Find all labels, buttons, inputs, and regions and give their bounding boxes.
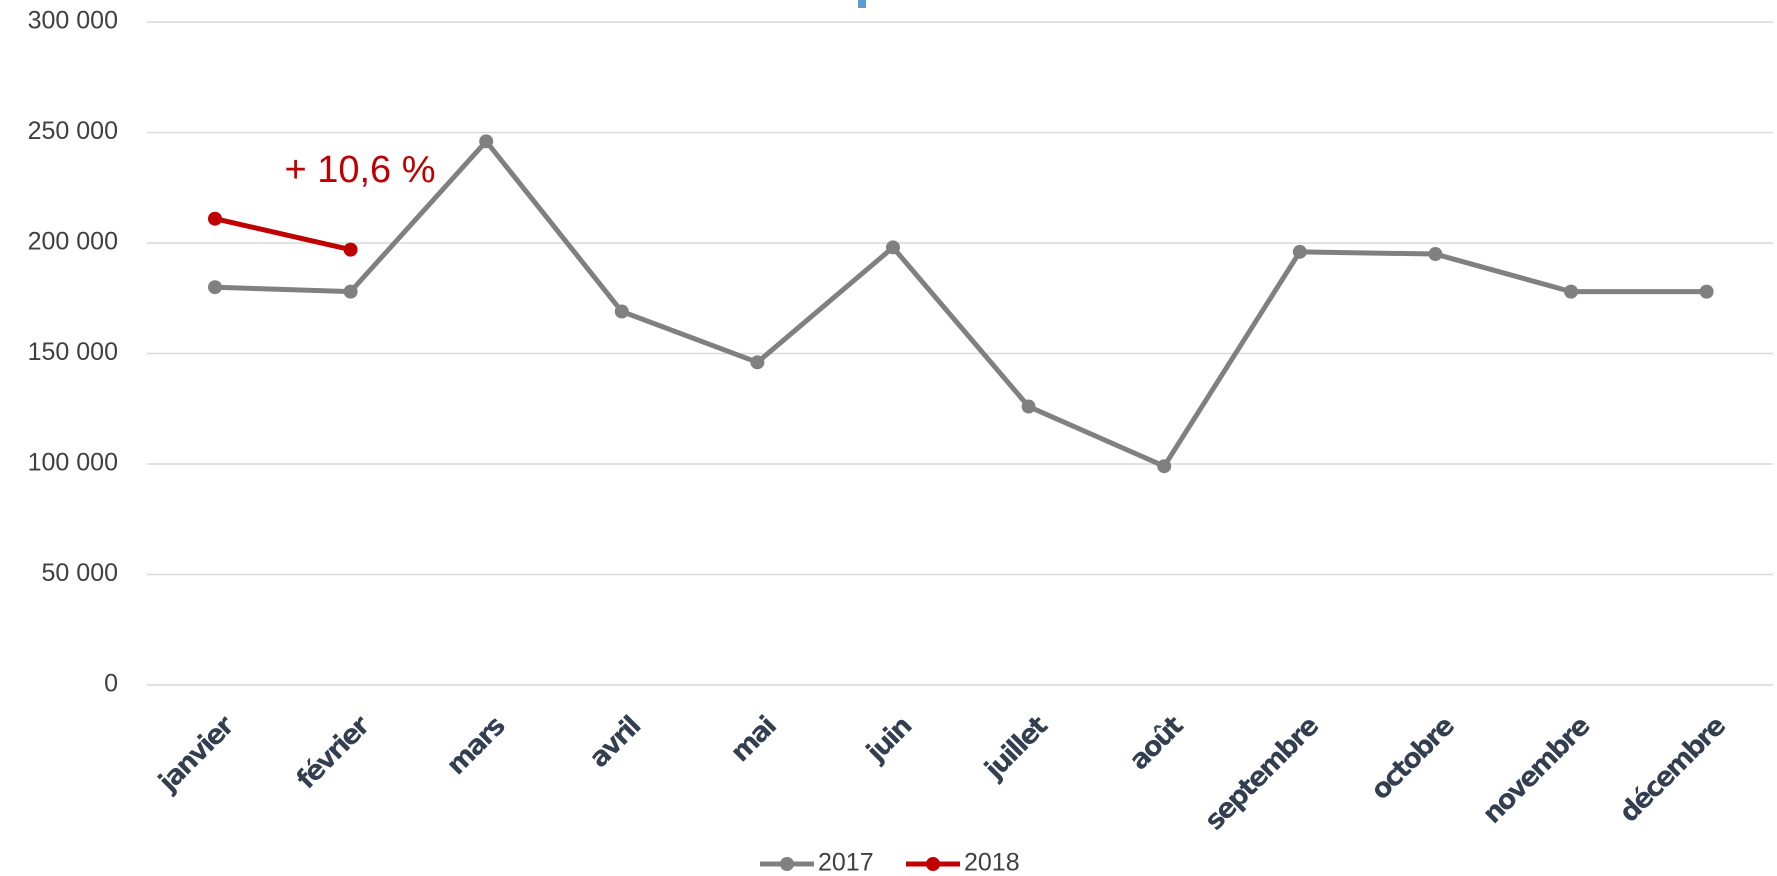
x-tick-label: octobre	[1365, 711, 1460, 806]
point	[208, 211, 222, 226]
legend-label: 2017	[818, 849, 874, 876]
title-fragment	[858, 0, 866, 8]
y-tick-label: 250 000	[28, 117, 118, 145]
y-tick-label: 150 000	[28, 338, 118, 366]
point	[343, 242, 358, 257]
series-line	[214, 138, 1707, 469]
x-tick-label: mai	[725, 711, 782, 768]
x-tick-label: août	[1123, 710, 1189, 776]
point	[750, 355, 765, 370]
x-tick-label: septembre	[1199, 711, 1325, 837]
legend-marker	[926, 857, 940, 871]
y-tick-label: 200 000	[28, 228, 118, 256]
point	[208, 280, 222, 295]
x-tick-label: juillet	[978, 710, 1054, 786]
series-line	[214, 216, 352, 253]
x-tick-label: novembre	[1477, 711, 1596, 830]
annotation: + 10,6 %	[284, 149, 435, 191]
point	[886, 240, 900, 255]
x-tick-label: janvier	[152, 709, 241, 798]
y-tick-label: 0	[104, 670, 118, 698]
point	[1157, 459, 1172, 474]
point	[1428, 247, 1443, 262]
y-tick-label: 50 000	[42, 559, 118, 587]
x-tick-label: décembre	[1613, 711, 1731, 829]
point	[1292, 244, 1307, 259]
legend-marker	[780, 857, 794, 871]
y-tick-label: 300 000	[28, 7, 118, 35]
point	[343, 284, 358, 299]
x-tick-label: mars	[441, 711, 511, 781]
x-tick-label: avril	[583, 711, 646, 774]
x-tick-label: février	[291, 709, 377, 795]
point	[479, 134, 494, 149]
y-tick-label: 100 000	[28, 449, 118, 477]
point	[1564, 284, 1578, 299]
point	[1021, 399, 1036, 414]
point	[614, 304, 629, 319]
point	[1699, 284, 1714, 299]
legend-label: 2018	[964, 849, 1020, 876]
x-tick-label: juin	[860, 711, 918, 769]
